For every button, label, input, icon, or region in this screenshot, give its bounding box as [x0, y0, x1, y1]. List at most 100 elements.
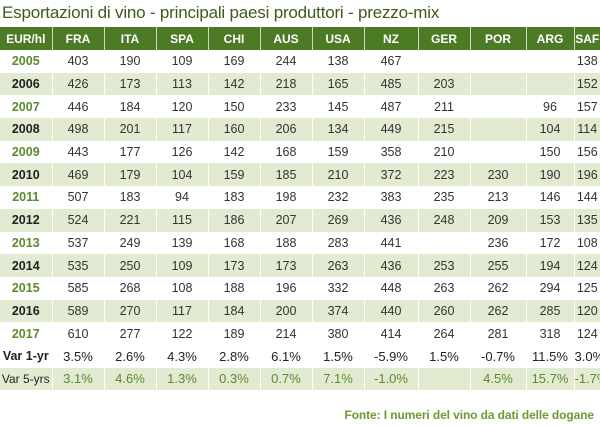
- table-cell: 168: [207, 231, 260, 255]
- table-cell: 221: [103, 208, 156, 232]
- column-header-spa: SPA: [155, 27, 208, 50]
- column-header-usa: USA: [311, 27, 364, 50]
- column-header-nz: NZ: [363, 27, 418, 50]
- table-cell: 524: [51, 208, 104, 232]
- table-cell: 201: [103, 118, 156, 141]
- table-cell: 185: [259, 163, 312, 187]
- variation-5yrs-row: Var 5-yrs 3.1% 4.6% 1.3% 0.3% 0.7% 7.1% -1.0% 4.…: [0, 367, 600, 391]
- table-cell: 332: [311, 276, 364, 300]
- table-cell: 2.8%: [207, 344, 260, 368]
- table-cell: 159: [311, 140, 364, 164]
- row-label: 2009: [0, 140, 52, 164]
- table-cell: 230: [469, 163, 526, 187]
- table-cell: 160: [207, 118, 260, 141]
- table-header-row: EUR/hl FRA ITA SPA CHI AUS USA NZ GER POR ARG SAF: [0, 27, 600, 50]
- table-cell: 196: [573, 163, 600, 187]
- table-cell: 156: [573, 140, 600, 164]
- table-cell: 249: [103, 231, 156, 255]
- table-cell: 184: [103, 95, 156, 119]
- table-cell: 168: [259, 140, 312, 164]
- table-cell: 15.7%: [525, 367, 574, 391]
- column-header-ger: GER: [417, 27, 470, 50]
- table-cell: 263: [417, 276, 470, 300]
- table-cell: 372: [363, 163, 418, 187]
- row-label: 2006: [0, 72, 52, 96]
- row-label: 2016: [0, 299, 52, 323]
- table-cell: 142: [207, 72, 260, 96]
- table-cell: 138: [311, 50, 364, 73]
- table-cell: 3.5%: [51, 344, 104, 368]
- table-cell: 179: [103, 163, 156, 187]
- table-cell: 198: [259, 186, 312, 209]
- table-cell: 120: [573, 299, 600, 323]
- table-row: 2011 507 183 94 183 198 232 383 235 213 146 144: [0, 186, 600, 209]
- row-label: 2014: [0, 254, 52, 277]
- table-cell: 117: [155, 299, 208, 323]
- table-cell: 203: [417, 72, 470, 96]
- table-cell: 6.1%: [259, 344, 312, 368]
- table-cell: 11.5%: [525, 344, 574, 368]
- table-cell: 184: [207, 299, 260, 323]
- table-cell: 117: [155, 118, 208, 141]
- table-cell: 188: [259, 231, 312, 255]
- table-cell: 215: [417, 118, 470, 141]
- table-cell: 285: [525, 299, 574, 323]
- table-cell: 94: [155, 186, 208, 209]
- table-cell: 213: [469, 186, 526, 209]
- column-header-saf: SAF: [573, 27, 600, 50]
- table-cell: 124: [573, 322, 600, 345]
- table-cell: 1.5%: [417, 344, 470, 368]
- table-cell: 4.6%: [103, 367, 156, 391]
- table-cell: 135: [573, 208, 600, 232]
- table-row: 2009 443 177 126 142 168 159 358 210 150 156: [0, 140, 600, 164]
- table-cell: 4.5%: [469, 367, 526, 391]
- table-cell: 150: [207, 95, 260, 119]
- table-cell: [417, 231, 470, 255]
- row-label: 2015: [0, 276, 52, 300]
- row-label: Var 5-yrs: [0, 367, 52, 391]
- table-cell: 113: [155, 72, 208, 96]
- table-cell: 610: [51, 322, 104, 345]
- table-cell: -0.7%: [469, 344, 526, 368]
- table-cell: 281: [469, 322, 526, 345]
- row-label: 2007: [0, 95, 52, 119]
- table-cell: 153: [525, 208, 574, 232]
- table-cell: 172: [525, 231, 574, 255]
- column-header-ita: ITA: [103, 27, 156, 50]
- table-cell: 109: [155, 254, 208, 277]
- table-cell: 120: [155, 95, 208, 119]
- row-label: Var 1-yr: [0, 344, 52, 368]
- table-cell: [417, 50, 470, 73]
- table-cell: 269: [311, 208, 364, 232]
- table-cell: 218: [259, 72, 312, 96]
- table-cell: 253: [417, 254, 470, 277]
- page-title: Esportazioni di vino - principali paesi …: [2, 3, 440, 22]
- table-row: 2005 403 190 109 169 244 138 467 138: [0, 50, 600, 73]
- row-label: 2017: [0, 322, 52, 345]
- table-cell: 487: [363, 95, 418, 119]
- table-row: 2013 537 249 139 168 188 283 441 236 172 108: [0, 231, 600, 255]
- table-cell: [525, 72, 574, 96]
- table-cell: 403: [51, 50, 104, 73]
- table-cell: 214: [259, 322, 312, 345]
- table-cell: 589: [51, 299, 104, 323]
- table-cell: 235: [417, 186, 470, 209]
- table-row: 2015 585 268 108 188 196 332 448 263 262 294 125: [0, 276, 600, 300]
- table-cell: [469, 95, 526, 119]
- table-cell: 233: [259, 95, 312, 119]
- table-cell: 207: [259, 208, 312, 232]
- table-row: 2012 524 221 115 186 207 269 436 248 209 153 135: [0, 208, 600, 232]
- row-label: 2012: [0, 208, 52, 232]
- table-cell: 3.0%: [573, 344, 600, 368]
- table-cell: 485: [363, 72, 418, 96]
- table-cell: 0.3%: [207, 367, 260, 391]
- table-row: 2016 589 270 117 184 200 374 440 260 262 285 120: [0, 299, 600, 323]
- table-cell: 196: [259, 276, 312, 300]
- table-cell: -5.9%: [363, 344, 418, 368]
- price-mix-table: EUR/hl FRA ITA SPA CHI AUS USA NZ GER POR ARG SAF 2…: [0, 27, 600, 391]
- row-label: 2010: [0, 163, 52, 187]
- table-cell: 150: [525, 140, 574, 164]
- column-header-aus: AUS: [259, 27, 312, 50]
- column-header-arg: ARG: [525, 27, 574, 50]
